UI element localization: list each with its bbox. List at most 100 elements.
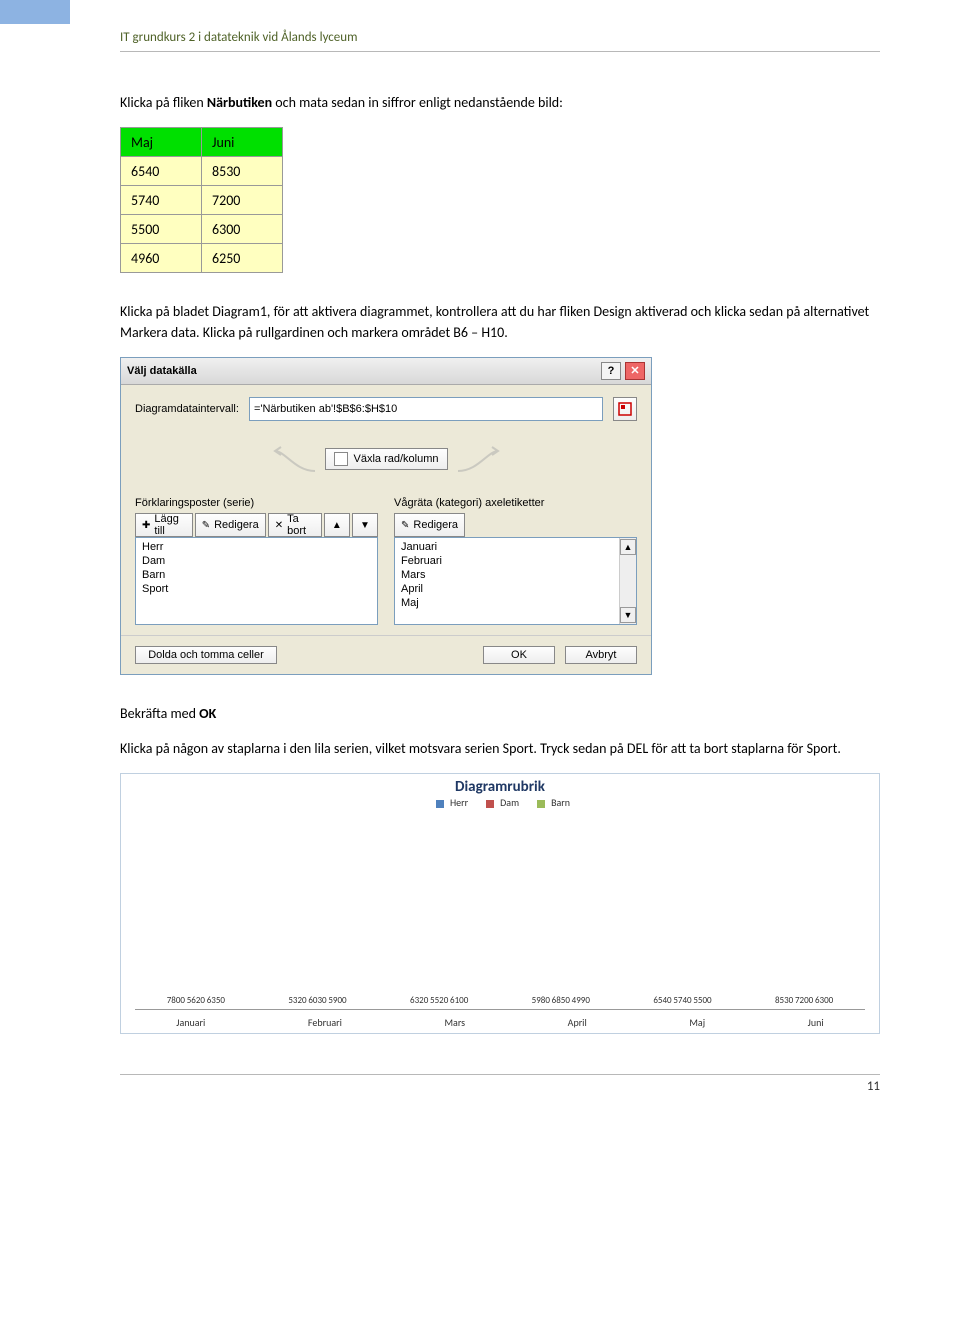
accent-bar: [0, 0, 70, 24]
chart-container: Diagramrubrik Herr Dam Barn 780056206350 53…: [120, 773, 880, 1034]
bar-value-label: 6540: [653, 995, 671, 1006]
table-cell: 8530: [202, 157, 283, 186]
list-item[interactable]: Januari: [395, 540, 636, 554]
down-icon: ▼: [360, 520, 370, 531]
legend-swatch: [486, 800, 494, 808]
bar-value-label: 6350: [207, 995, 225, 1006]
chart-title: Diagramrubrik: [125, 778, 875, 796]
p3-part-a: Bekräfta med: [120, 705, 199, 722]
bar-value-label: 8530: [775, 995, 793, 1006]
bar-value-label: 4990: [572, 995, 590, 1006]
series-edit-button[interactable]: ✎ Redigera: [195, 513, 266, 537]
scroll-down-button[interactable]: ▼: [620, 607, 636, 623]
legend-swatch: [537, 800, 545, 808]
table-cell: 6300: [202, 215, 283, 244]
list-item[interactable]: Mars: [395, 568, 636, 582]
up-icon: ▲: [332, 520, 342, 531]
pencil-icon: ✎: [202, 520, 210, 531]
switch-arrow-left-icon: [265, 441, 325, 477]
series-move-down-button[interactable]: ▼: [352, 513, 378, 537]
chart-plot-area: 780056206350 532060305900 632055206100 5980…: [135, 819, 865, 1010]
scrollbar[interactable]: ▲ ▼: [619, 538, 636, 624]
table-cell: 7200: [202, 186, 283, 215]
x-axis-label: Juni: [808, 1016, 824, 1029]
x-axis-label: Mars: [445, 1016, 466, 1029]
edit-label: Redigera: [214, 519, 259, 531]
p1-part-c: och mata sedan in siffror enligt nedanst…: [272, 94, 563, 111]
table-cell: 6540: [121, 157, 202, 186]
paragraph-3: Bekräfta med OK: [120, 703, 880, 724]
paragraph-4: Klicka på någon av staplarna i den lila …: [120, 738, 880, 759]
switch-label: Växla rad/kolumn: [354, 453, 439, 465]
plus-icon: ✚: [142, 520, 150, 531]
cancel-button[interactable]: Avbryt: [565, 646, 637, 664]
hidden-cells-button[interactable]: Dolda och tomma celler: [135, 646, 277, 664]
bar-value-label: 5520: [430, 995, 448, 1006]
bar-value-label: 5740: [673, 995, 691, 1006]
remove-label: Ta bort: [287, 513, 315, 537]
switch-row-column-button[interactable]: Växla rad/kolumn: [325, 448, 448, 470]
bar-value-label: 5620: [187, 995, 205, 1006]
category-listbox[interactable]: Januari Februari Mars April Maj ▲ ▼: [394, 537, 637, 625]
series-remove-button[interactable]: ✕ Ta bort: [268, 513, 322, 537]
select-data-dialog: Välj datakälla ? ✕ Diagramdataintervall:: [120, 357, 652, 675]
chart-legend: Herr Dam Barn: [125, 796, 875, 809]
bar-value-label: 6320: [410, 995, 428, 1006]
help-button[interactable]: ?: [601, 362, 621, 380]
list-item[interactable]: April: [395, 582, 636, 596]
edit-label: Redigera: [413, 519, 458, 531]
paragraph-2: Klicka på bladet Diagram1, för att aktiv…: [120, 301, 880, 343]
bar-value-label: 7200: [795, 995, 813, 1006]
list-item[interactable]: Maj: [395, 596, 636, 610]
bar-value-label: 5500: [693, 995, 711, 1006]
p1-part-a: Klicka på fliken: [120, 94, 207, 111]
data-table: Maj Juni 65408530 57407200 55006300 4960…: [120, 127, 283, 273]
bar-value-label: 5980: [532, 995, 550, 1006]
legend-item: Dam: [480, 796, 519, 809]
table-header: Juni: [202, 128, 283, 157]
ok-button[interactable]: OK: [483, 646, 555, 664]
add-label: Lägg till: [154, 513, 185, 537]
x-axis-label: Februari: [308, 1016, 342, 1029]
close-button[interactable]: ✕: [625, 362, 645, 380]
bar-value-label: 5900: [328, 995, 346, 1006]
page-header: IT grundkurs 2 i datateknik vid Ålands l…: [120, 30, 880, 52]
p1-part-b: Närbutiken: [207, 94, 272, 111]
category-edit-button[interactable]: ✎ Redigera: [394, 513, 465, 537]
dialog-titlebar: Välj datakälla ? ✕: [121, 358, 651, 385]
bar-value-label: 6030: [308, 995, 326, 1006]
list-item[interactable]: Sport: [136, 582, 377, 596]
series-add-button[interactable]: ✚ Lägg till: [135, 513, 193, 537]
list-item[interactable]: Dam: [136, 554, 377, 568]
x-icon: ✕: [275, 520, 283, 531]
range-input[interactable]: [249, 397, 603, 421]
switch-icon: [334, 452, 348, 466]
table-cell: 4960: [121, 244, 202, 273]
series-header: Förklaringsposter (serie): [135, 497, 378, 509]
x-axis-label: Maj: [689, 1016, 705, 1029]
list-item[interactable]: Barn: [136, 568, 377, 582]
category-header: Vågräta (kategori) axeletiketter: [394, 497, 637, 509]
bar-value-label: 6300: [815, 995, 833, 1006]
pencil-icon: ✎: [401, 520, 409, 531]
legend-item: Barn: [531, 796, 570, 809]
range-picker-icon[interactable]: [613, 397, 637, 421]
chart-x-axis: JanuariFebruariMarsAprilMajJuni: [125, 1010, 875, 1029]
legend-item: Herr: [430, 796, 468, 809]
x-axis-label: Januari: [176, 1016, 205, 1029]
table-cell: 5740: [121, 186, 202, 215]
paragraph-1: Klicka på fliken Närbutiken och mata sed…: [120, 92, 880, 113]
bar-value-label: 6850: [552, 995, 570, 1006]
scroll-up-button[interactable]: ▲: [620, 539, 636, 555]
page-footer: 11: [120, 1074, 880, 1094]
series-listbox[interactable]: Herr Dam Barn Sport: [135, 537, 378, 625]
bar-value-label: 7800: [167, 995, 185, 1006]
table-cell: 5500: [121, 215, 202, 244]
dialog-title: Välj datakälla: [127, 365, 197, 377]
list-item[interactable]: Februari: [395, 554, 636, 568]
range-label: Diagramdataintervall:: [135, 403, 239, 415]
list-item[interactable]: Herr: [136, 540, 377, 554]
series-move-up-button[interactable]: ▲: [324, 513, 350, 537]
bar-value-label: 5320: [288, 995, 306, 1006]
bar-value-label: 6100: [450, 995, 468, 1006]
